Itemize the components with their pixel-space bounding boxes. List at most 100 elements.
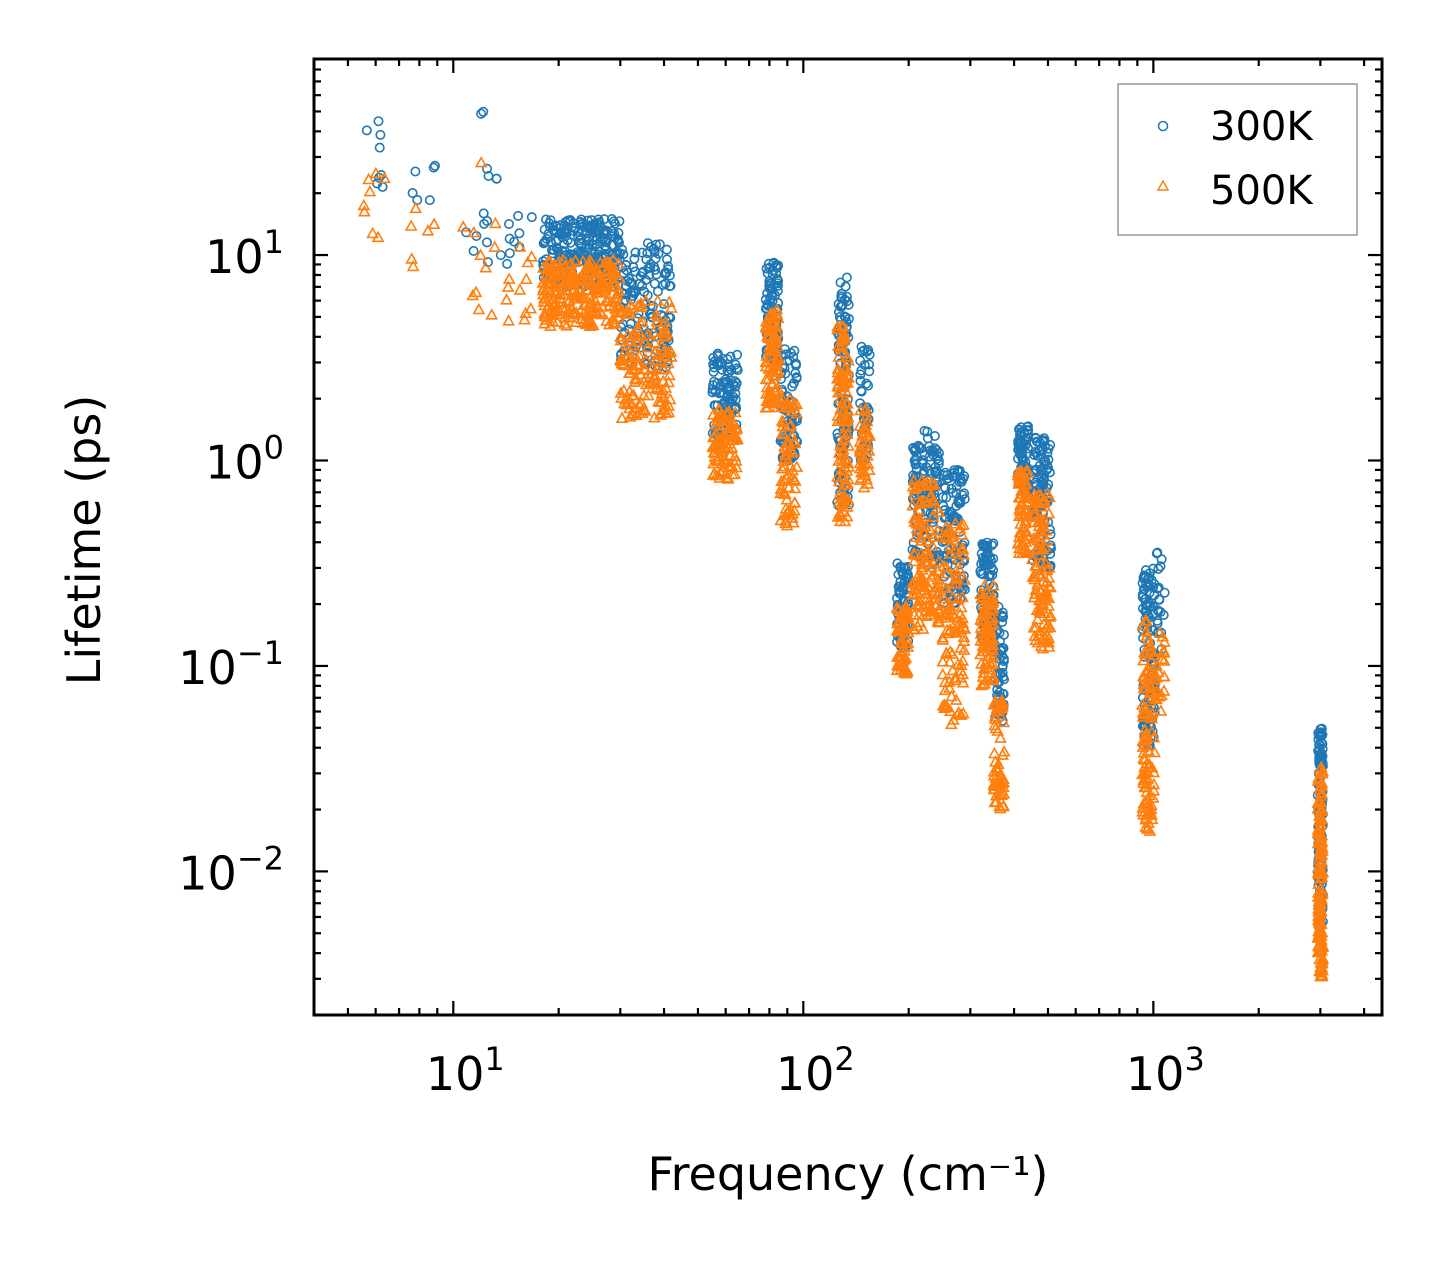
data-point-500k: [651, 294, 665, 306]
data-point-500k: [641, 374, 655, 386]
data-point-500k: [983, 624, 997, 637]
data-point-500k: [898, 652, 911, 664]
data-point-500k: [474, 155, 488, 168]
data-point-500k: [956, 611, 969, 624]
data-point-500k: [940, 560, 954, 573]
data-point-500k: [974, 634, 987, 646]
data-point-500k: [984, 662, 997, 675]
data-point-300k: [718, 377, 729, 388]
data-point-500k: [900, 632, 914, 645]
data-point-300k: [593, 249, 604, 260]
data-point-300k: [864, 359, 875, 370]
data-point-500k: [537, 276, 550, 288]
data-point-500k: [915, 546, 928, 559]
data-point-500k: [780, 435, 794, 448]
data-point-500k: [488, 240, 502, 252]
data-point-500k: [1142, 632, 1155, 645]
data-point-500k: [524, 302, 538, 314]
data-point-500k: [788, 474, 802, 486]
data-point-500k: [841, 376, 855, 388]
data-point-500k: [927, 477, 941, 490]
data-point-500k: [790, 406, 804, 419]
data-point-500k: [1315, 848, 1329, 860]
data-point-500k: [1154, 704, 1168, 716]
data-point-500k: [623, 366, 637, 378]
data-point-300k: [790, 360, 801, 371]
data-point-500k: [662, 295, 676, 308]
data-point-500k: [726, 467, 739, 480]
data-point-300k: [599, 214, 610, 225]
data-point-300k: [861, 378, 872, 389]
data-point-300k: [787, 381, 798, 392]
legend: 300K 500K: [1117, 83, 1358, 236]
data-point-300k: [554, 223, 565, 234]
data-point-500k: [955, 528, 969, 540]
data-point-500k: [542, 254, 555, 267]
data-point-500k: [940, 566, 954, 579]
data-point-500k: [1030, 577, 1044, 590]
data-point-300k: [728, 379, 739, 390]
data-point-500k: [620, 350, 634, 363]
data-point-300k: [606, 240, 617, 251]
data-point-300k: [997, 667, 1008, 678]
data-point-500k: [575, 312, 589, 324]
data-point-500k: [706, 440, 720, 453]
data-point-500k: [715, 408, 729, 420]
data-point-300k: [1041, 482, 1052, 493]
data-point-500k: [502, 272, 516, 284]
data-point-300k: [665, 280, 676, 291]
data-point-300k: [361, 125, 372, 136]
data-point-500k: [525, 250, 538, 262]
data-point-500k: [472, 302, 486, 315]
data-point-500k: [890, 650, 904, 662]
data-point-500k: [907, 511, 921, 524]
data-point-500k: [664, 350, 678, 362]
data-point-500k: [920, 609, 934, 622]
data-point-500k: [1136, 734, 1150, 747]
data-point-300k: [919, 449, 930, 460]
data-point-500k: [654, 406, 668, 419]
data-point-300k: [710, 385, 721, 396]
data-point-500k: [1155, 652, 1169, 665]
data-point-300k: [661, 254, 672, 265]
data-point-500k: [1030, 496, 1044, 509]
data-point-500k: [1138, 614, 1152, 626]
data-point-500k: [948, 542, 962, 555]
data-point-500k: [1019, 478, 1032, 490]
data-point-300k: [1140, 565, 1151, 576]
data-point-500k: [630, 408, 643, 421]
data-point-300k: [929, 430, 940, 441]
data-point-300k: [504, 233, 515, 244]
data-point-500k: [832, 446, 846, 458]
data-point-500k: [942, 624, 956, 636]
data-point-500k: [951, 657, 965, 669]
data-point-500k: [767, 318, 780, 330]
data-point-300k: [768, 257, 779, 268]
data-point-500k: [591, 264, 604, 276]
data-point-300k: [638, 266, 649, 277]
data-point-300k: [933, 448, 944, 459]
data-point-300k: [570, 222, 581, 233]
data-point-300k: [930, 467, 941, 478]
data-point-500k: [920, 544, 934, 557]
data-point-300k: [576, 233, 587, 244]
data-point-500k: [890, 663, 904, 676]
data-point-500k: [1036, 528, 1049, 540]
data-point-300k: [902, 561, 913, 572]
data-point-500k: [774, 513, 788, 526]
data-point-300k: [601, 237, 612, 248]
data-point-300k: [502, 258, 513, 269]
data-point-300k: [1042, 448, 1053, 459]
data-point-500k: [585, 305, 599, 317]
data-point-500k: [638, 404, 652, 416]
data-point-300k: [1316, 728, 1327, 739]
data-point-500k: [610, 299, 624, 312]
legend-frame: [1117, 83, 1358, 236]
data-point-300k: [574, 237, 585, 248]
legend-marker-triangle: [1156, 179, 1170, 191]
data-point-500k: [662, 375, 676, 388]
y-tick-label: 100: [205, 428, 284, 489]
data-point-500k: [938, 698, 951, 710]
data-point-300k: [607, 226, 618, 237]
data-point-300k: [941, 551, 952, 562]
